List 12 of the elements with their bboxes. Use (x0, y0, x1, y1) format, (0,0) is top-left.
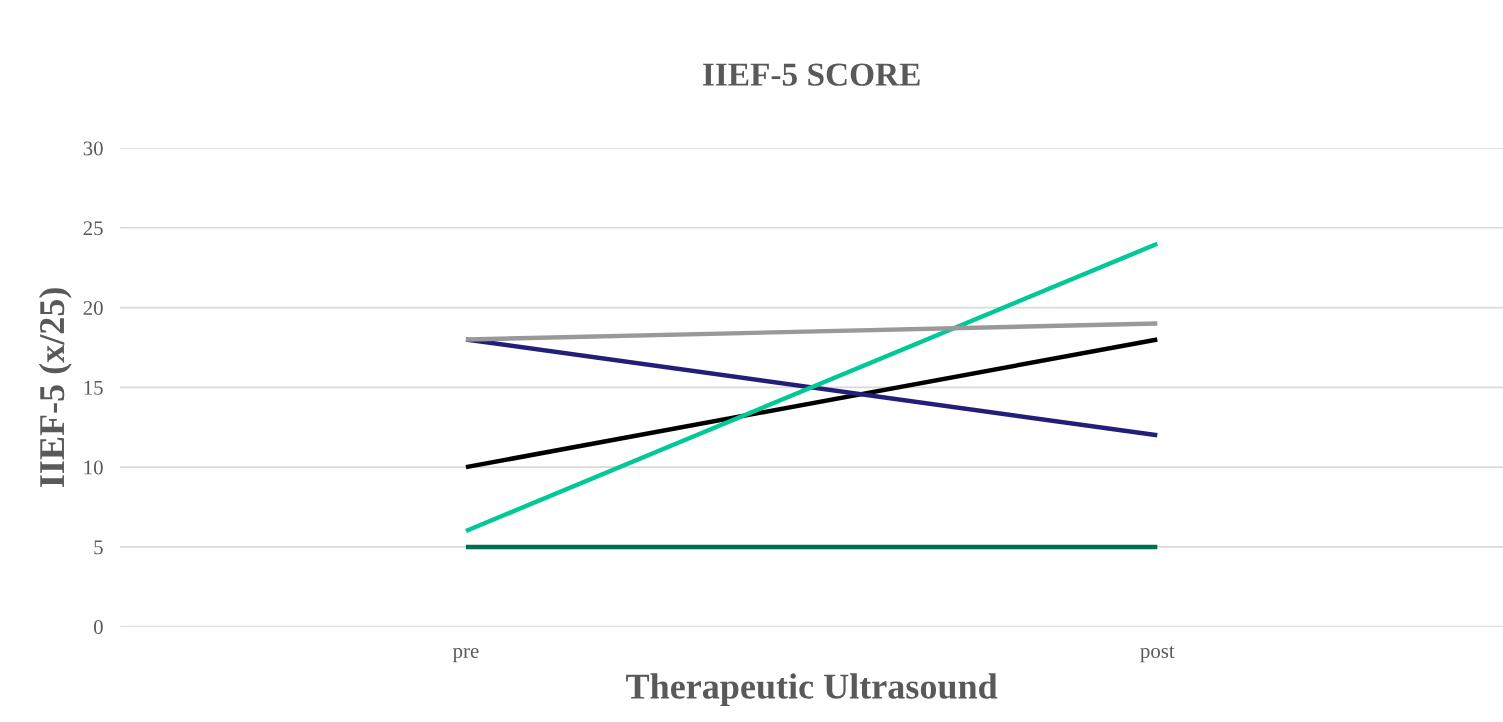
y-tick-label: 10 (84, 460, 103, 475)
y-tick-label: 5 (94, 540, 103, 555)
y-tick-label: 30 (83, 141, 103, 156)
chart-title: IIEF-5 SCORE (703, 63, 920, 86)
y-tick-label: 0 (93, 620, 103, 635)
y-axis-title: IIEF-5 (x/25) (38, 288, 72, 487)
x-tick-label: pre (452, 648, 479, 663)
y-tick-label: 20 (83, 300, 103, 316)
x-tick-label: post (1140, 646, 1175, 663)
y-tick-label: 15 (84, 380, 103, 395)
x-axis-title: Therapeutic Ultrasound (626, 673, 998, 707)
y-tick-label: 25 (83, 221, 103, 236)
